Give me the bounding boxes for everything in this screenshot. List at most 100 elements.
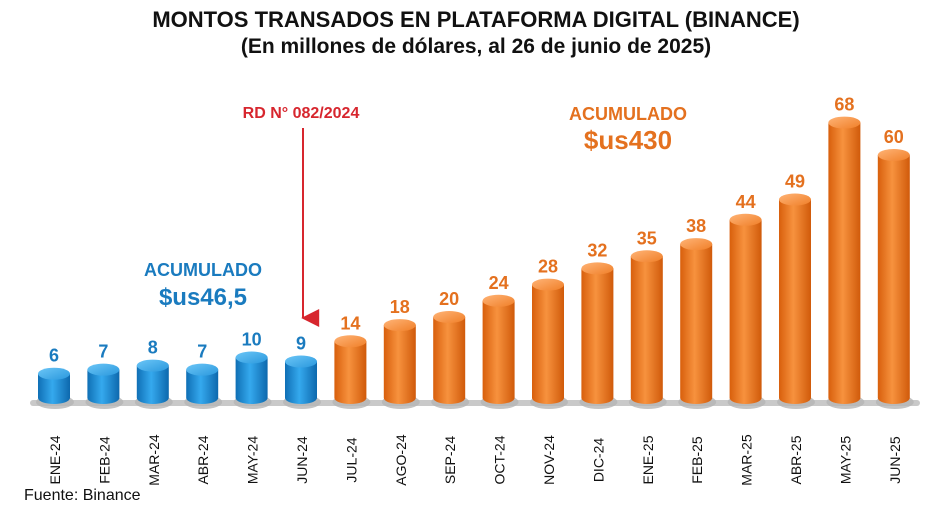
bar-jun-25 bbox=[875, 149, 914, 409]
bar-ene-25-cap bbox=[630, 250, 663, 263]
value-label-mar-25: 44 bbox=[736, 192, 756, 212]
bar-feb-24 bbox=[85, 363, 124, 409]
x-tick-label-feb-24: FEB-24 bbox=[96, 436, 112, 484]
group-total-0: $us46,5 bbox=[159, 284, 247, 311]
bar-ene-25-body bbox=[630, 256, 663, 404]
bar-ene-24-cap bbox=[38, 367, 70, 380]
value-label-ene-25: 35 bbox=[637, 228, 657, 248]
bar-ene-24-body bbox=[38, 373, 70, 404]
bar-feb-25 bbox=[678, 238, 717, 409]
bar-jun-25-cap bbox=[877, 149, 910, 161]
x-tick-label-ene-24: ENE-24 bbox=[47, 435, 63, 484]
title-block: MONTOS TRANSADOS EN PLATAFORMA DIGITAL (… bbox=[0, 6, 952, 60]
bar-mar-25-body bbox=[729, 219, 762, 404]
group-total-1: $us430 bbox=[584, 125, 672, 155]
bar-abr-25 bbox=[777, 193, 815, 409]
value-label-abr-24: 7 bbox=[197, 342, 207, 362]
bar-oct-24-body bbox=[482, 300, 515, 404]
value-label-jul-24: 14 bbox=[340, 313, 360, 333]
bar-feb-25-body bbox=[680, 244, 713, 404]
bar-mar-25 bbox=[727, 213, 766, 409]
bar-may-25-body bbox=[828, 122, 861, 404]
bar-ago-24-body bbox=[383, 325, 416, 404]
bar-may-25-cap bbox=[828, 116, 861, 129]
value-label-nov-24: 28 bbox=[538, 257, 558, 277]
source-note: Fuente: Binance bbox=[24, 487, 141, 504]
value-label-feb-25: 38 bbox=[686, 216, 706, 236]
bar-jul-24 bbox=[332, 335, 371, 409]
value-label-jun-25: 60 bbox=[884, 127, 904, 147]
value-label-ene-24: 6 bbox=[49, 346, 59, 366]
bar-feb-24-body bbox=[87, 369, 120, 404]
value-label-jun-24: 9 bbox=[296, 334, 306, 354]
x-tick-label-jul-24: JUL-24 bbox=[343, 437, 359, 482]
bar-mar-25-cap bbox=[729, 213, 762, 226]
bar-feb-25-cap bbox=[680, 238, 713, 251]
x-tick-label-may-25: MAY-25 bbox=[837, 436, 853, 484]
x-tick-label-dic-24: DIC-24 bbox=[590, 438, 606, 483]
x-tick-label-oct-24: OCT-24 bbox=[492, 435, 508, 484]
bar-may-24 bbox=[233, 351, 272, 409]
bar-ago-24 bbox=[381, 319, 420, 409]
value-label-mar-24: 8 bbox=[148, 338, 158, 358]
bar-may-25 bbox=[826, 116, 865, 409]
bar-ene-24 bbox=[36, 367, 74, 409]
value-label-oct-24: 24 bbox=[489, 273, 509, 293]
bar-sep-24-cap bbox=[433, 311, 466, 323]
bar-abr-25-cap bbox=[779, 193, 811, 206]
value-label-dic-24: 32 bbox=[587, 240, 607, 260]
bar-feb-24-cap bbox=[87, 363, 120, 376]
group-label-0: ACUMULADO bbox=[144, 260, 262, 280]
bar-oct-24 bbox=[480, 294, 519, 409]
bar-ene-25 bbox=[628, 250, 667, 409]
bar-sep-24 bbox=[431, 311, 470, 409]
bar-may-24-cap bbox=[235, 351, 268, 364]
x-tick-label-ene-25: ENE-25 bbox=[640, 435, 656, 484]
bar-jul-24-cap bbox=[334, 335, 367, 348]
bar-jun-24 bbox=[283, 355, 321, 409]
x-tick-label-sep-24: SEP-24 bbox=[442, 436, 458, 484]
x-tick-label-nov-24: NOV-24 bbox=[541, 435, 557, 485]
chart-title: MONTOS TRANSADOS EN PLATAFORMA DIGITAL (… bbox=[152, 7, 800, 32]
bar-jun-25-body bbox=[877, 155, 910, 404]
chart-subtitle: (En millones de dólares, al 26 de junio … bbox=[240, 35, 712, 58]
x-tick-label-jun-25: JUN-25 bbox=[887, 436, 903, 484]
x-tick-label-ago-24: AGO-24 bbox=[393, 434, 409, 486]
bar-abr-24 bbox=[184, 363, 223, 409]
bar-nov-24-body bbox=[532, 284, 564, 404]
value-label-ago-24: 18 bbox=[390, 297, 410, 317]
bar-dic-24-body bbox=[581, 268, 614, 404]
bar-jun-24-body bbox=[285, 361, 317, 404]
x-tick-label-may-24: MAY-24 bbox=[245, 436, 261, 484]
value-label-may-24: 10 bbox=[242, 330, 262, 350]
bar-oct-24-cap bbox=[482, 294, 515, 307]
bar-may-24-body bbox=[235, 357, 268, 404]
value-label-abr-25: 49 bbox=[785, 172, 805, 192]
bar-nov-24-cap bbox=[532, 278, 564, 291]
bar-abr-25-body bbox=[779, 199, 811, 404]
bar-dic-24-cap bbox=[581, 262, 614, 275]
bar-jun-24-cap bbox=[285, 355, 317, 368]
bar-mar-24-cap bbox=[136, 359, 169, 372]
x-tick-label-abr-25: ABR-25 bbox=[788, 435, 804, 484]
bar-abr-24-body bbox=[186, 369, 219, 404]
bar-mar-24 bbox=[134, 359, 173, 409]
value-label-feb-24: 7 bbox=[98, 342, 108, 362]
x-tick-label-jun-24: JUN-24 bbox=[294, 436, 310, 484]
bar-mar-24-body bbox=[136, 365, 169, 404]
annotation-label: RD N° 082/2024 bbox=[243, 105, 360, 122]
x-tick-label-mar-24: MAR-24 bbox=[146, 434, 162, 486]
x-tick-label-abr-24: ABR-24 bbox=[195, 435, 211, 484]
x-tick-label-feb-25: FEB-25 bbox=[689, 436, 705, 484]
x-tick-label-mar-25: MAR-25 bbox=[739, 434, 755, 486]
bars-layer: 6 ENE-24 7 FEB-24 8 MAR-24 7 ABR-24 10 MAY-24 9 JUN… bbox=[30, 95, 920, 486]
bar-abr-24-cap bbox=[186, 363, 219, 376]
value-label-may-25: 68 bbox=[834, 95, 854, 115]
bar-dic-24 bbox=[579, 262, 618, 409]
group-label-1: ACUMULADO bbox=[569, 104, 687, 124]
bar-sep-24-body bbox=[433, 317, 466, 404]
bar-jul-24-body bbox=[334, 341, 367, 404]
bar-nov-24 bbox=[530, 278, 568, 409]
